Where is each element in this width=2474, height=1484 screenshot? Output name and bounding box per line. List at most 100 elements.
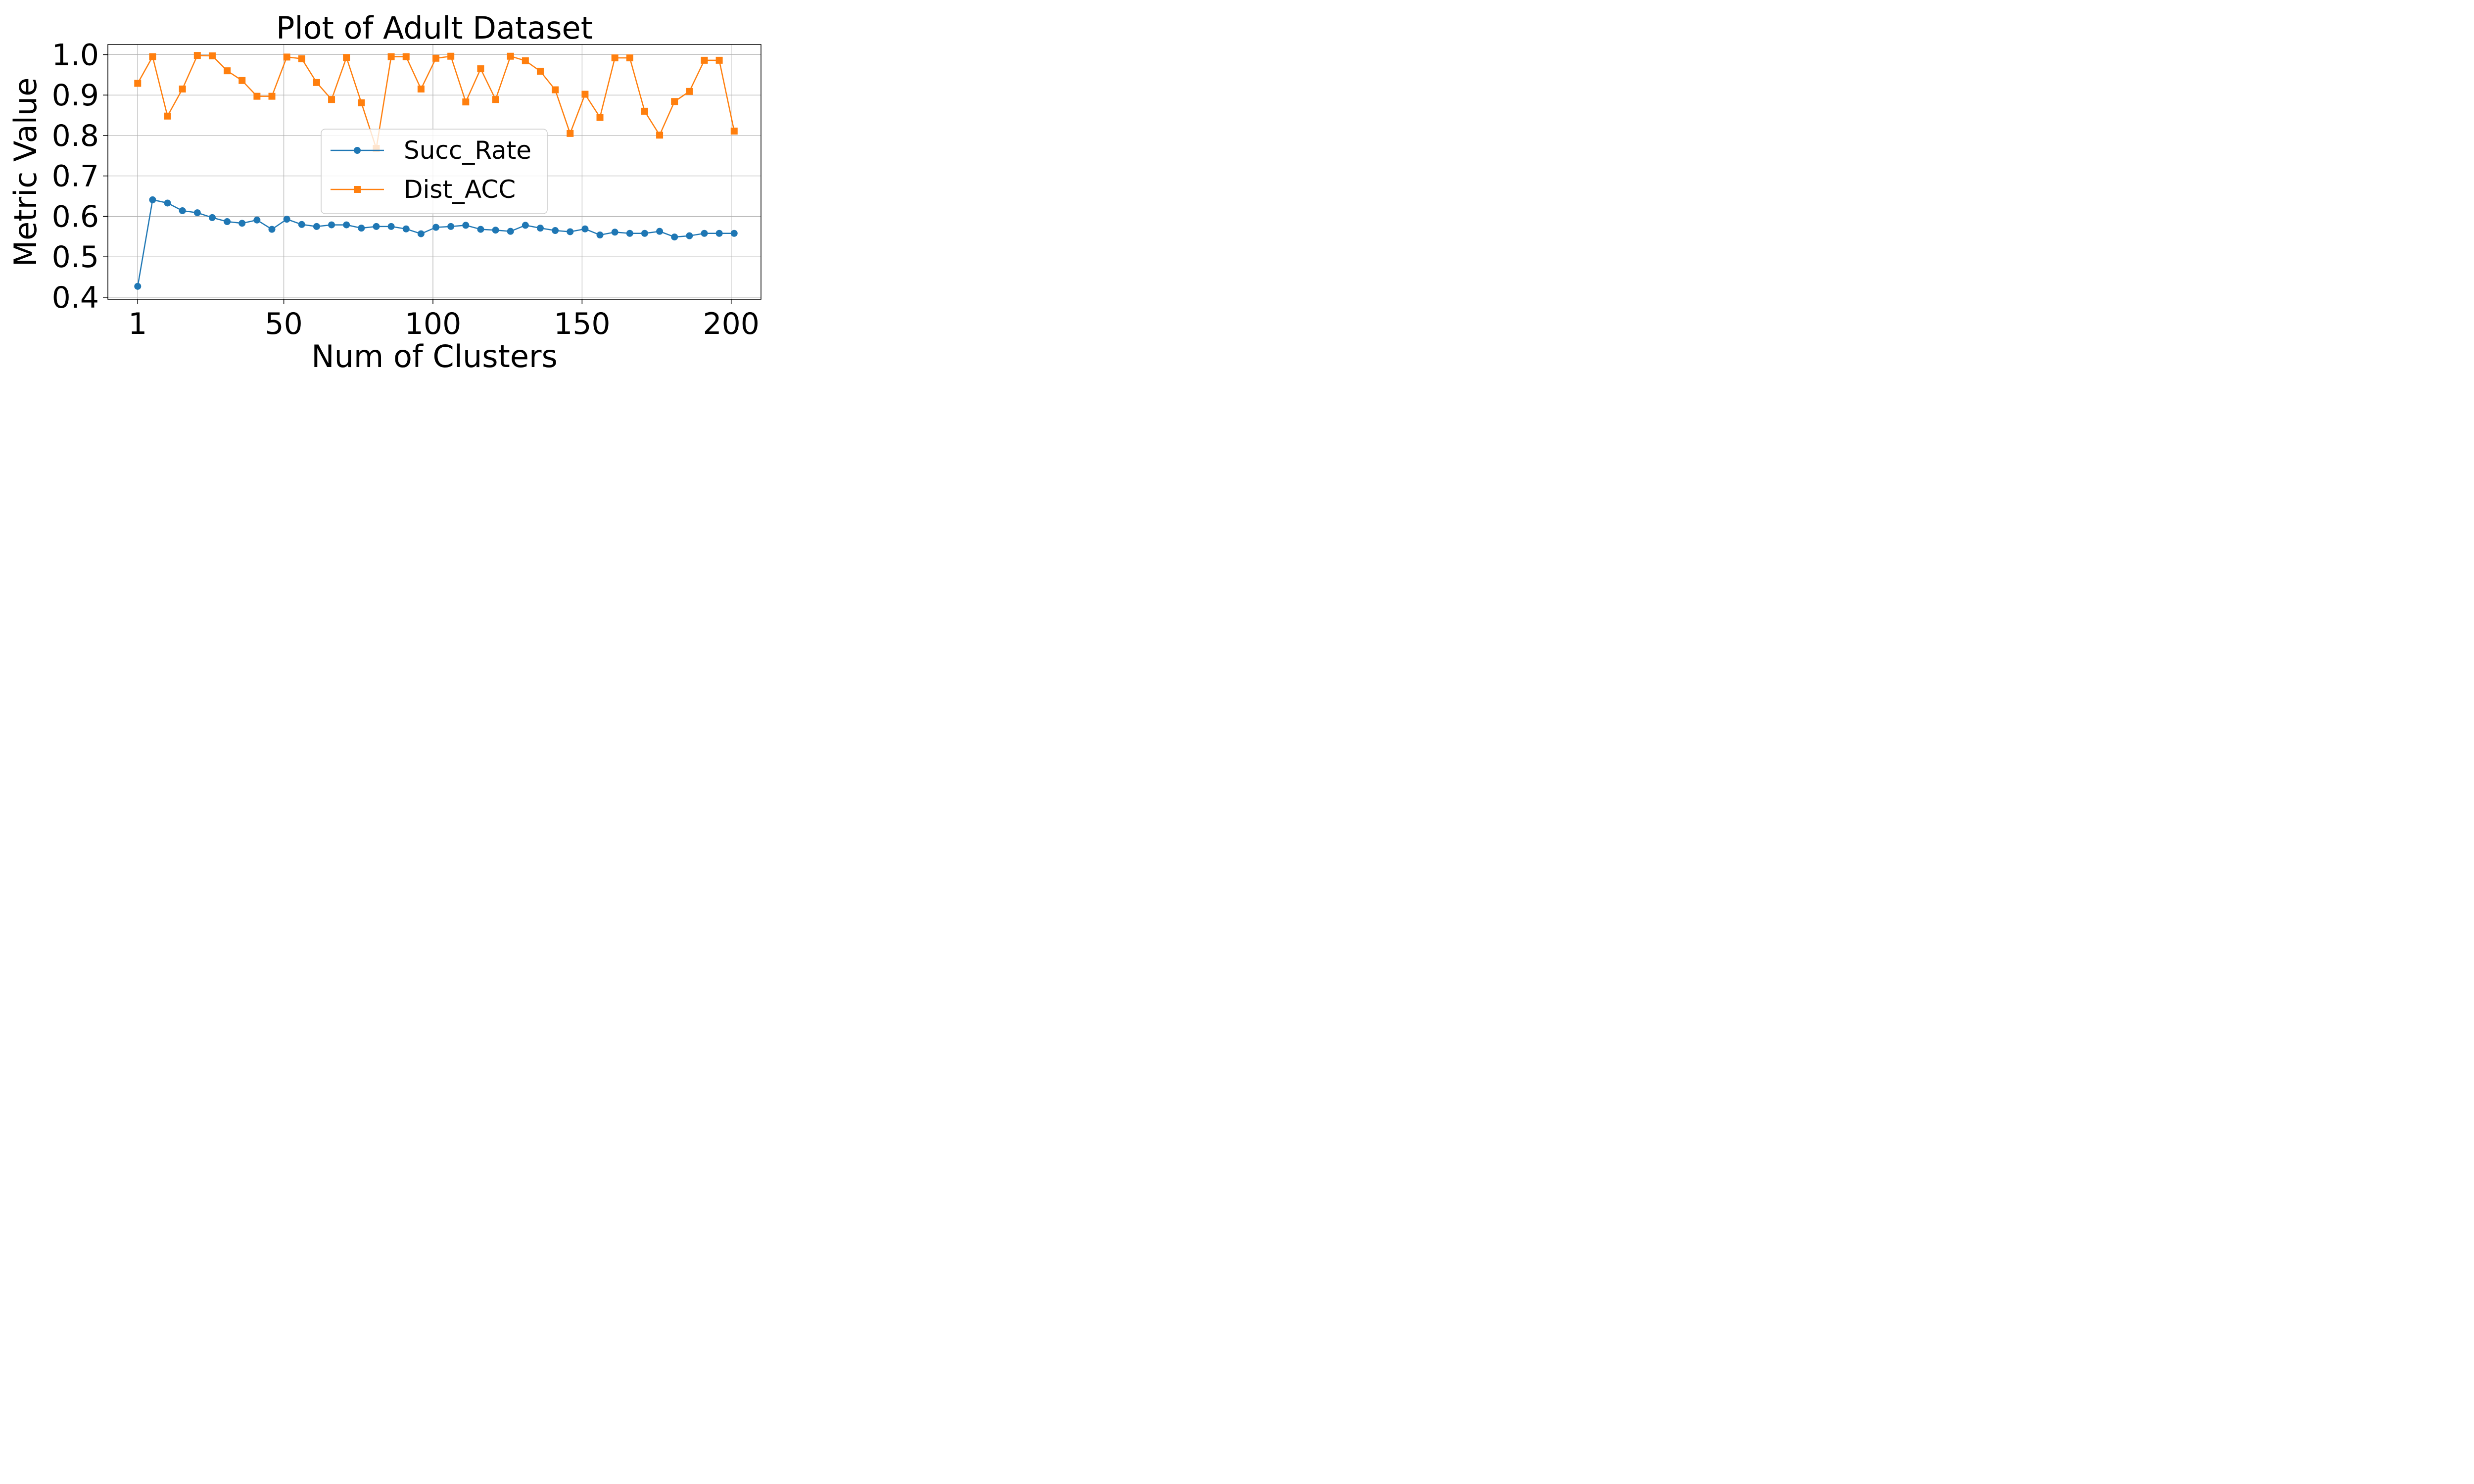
y-tick-label: 0.9 [52, 78, 99, 113]
data-point [536, 225, 544, 232]
data-point [358, 99, 365, 106]
y-tick-label: 1.0 [52, 38, 99, 72]
data-point [522, 57, 529, 64]
data-point [164, 112, 171, 120]
data-point [283, 216, 290, 223]
data-point [715, 230, 723, 237]
data-point [567, 228, 574, 235]
data-point [134, 282, 142, 290]
data-point [447, 52, 455, 60]
y-tick-label: 0.7 [52, 159, 99, 194]
data-point [656, 132, 664, 139]
data-point [224, 67, 231, 75]
data-point [193, 52, 201, 59]
chart-title: Plot of Adult Dataset [276, 10, 593, 46]
data-point [238, 220, 246, 227]
data-point [641, 230, 648, 237]
legend: Succ_Rate Dist_ACC [321, 129, 548, 214]
data-point [417, 85, 425, 93]
data-point [462, 222, 470, 229]
data-point [552, 86, 559, 93]
data-point [641, 107, 648, 115]
y-axis-ticks: 0.4 0.5 0.6 0.7 0.8 0.9 1.0 [52, 38, 108, 315]
data-point [313, 223, 320, 230]
data-point [328, 221, 335, 229]
legend-label: Dist_ACC [404, 175, 516, 204]
data-point [224, 218, 231, 226]
legend-label: Succ_Rate [404, 136, 531, 165]
data-point [671, 98, 678, 105]
data-point [686, 232, 693, 239]
data-point [477, 226, 484, 233]
data-point [701, 56, 708, 64]
data-point [432, 54, 440, 62]
data-point [283, 53, 290, 61]
data-point [462, 98, 470, 106]
data-point [313, 79, 320, 86]
data-point [373, 223, 380, 230]
data-point [208, 52, 216, 59]
data-point [701, 230, 708, 237]
x-tick-label: 150 [554, 307, 611, 341]
data-point [298, 55, 305, 62]
y-tick-label: 0.6 [52, 199, 99, 234]
data-point [715, 56, 723, 64]
data-point [596, 232, 604, 239]
data-point [596, 114, 604, 121]
y-axis-label: Metric Value [7, 78, 44, 267]
data-point [611, 229, 618, 236]
data-point [253, 93, 261, 100]
y-tick-label: 0.4 [52, 280, 99, 315]
data-point [611, 54, 618, 61]
data-point [507, 52, 514, 60]
data-point [552, 227, 559, 234]
data-point [730, 230, 738, 237]
data-point [238, 77, 246, 84]
data-point [268, 93, 276, 100]
data-point [581, 225, 589, 232]
y-tick-label: 0.5 [52, 240, 99, 275]
data-point [402, 225, 410, 232]
y-tick-label: 0.8 [52, 119, 99, 153]
data-point [179, 207, 186, 214]
data-point [358, 225, 365, 232]
x-axis-label: Num of Clusters [311, 338, 558, 374]
data-point [522, 222, 529, 229]
data-point [343, 221, 350, 229]
data-point [179, 85, 186, 93]
line-chart: Plot of Adult Dataset 1 50 100 150 200 0.40.… [0, 0, 776, 388]
data-point [730, 127, 738, 135]
x-tick-label: 200 [703, 307, 760, 341]
data-point [626, 230, 633, 237]
data-point [417, 230, 425, 237]
data-point [626, 54, 633, 61]
data-point [567, 130, 574, 137]
data-point [134, 80, 142, 87]
data-point [432, 224, 440, 231]
data-point [328, 96, 335, 103]
data-point [492, 227, 499, 234]
data-point [402, 53, 410, 60]
data-point [536, 67, 544, 75]
data-point [149, 53, 156, 60]
data-point [268, 226, 276, 233]
plot-frame [107, 44, 761, 300]
data-point [208, 214, 216, 221]
data-point [164, 199, 171, 207]
x-tick-label: 1 [128, 307, 147, 341]
data-point [507, 228, 514, 235]
data-point [193, 209, 201, 217]
data-point [686, 88, 693, 95]
data-point [387, 53, 395, 60]
data-point [656, 228, 664, 235]
data-point [387, 223, 395, 230]
data-point [253, 216, 261, 224]
data-point [492, 96, 499, 103]
legend-marker [354, 147, 361, 154]
plot-series [134, 52, 738, 290]
data-point [581, 91, 589, 98]
x-tick-label: 50 [265, 307, 302, 341]
data-point [671, 233, 678, 241]
data-point [477, 65, 484, 73]
data-point [447, 223, 455, 230]
